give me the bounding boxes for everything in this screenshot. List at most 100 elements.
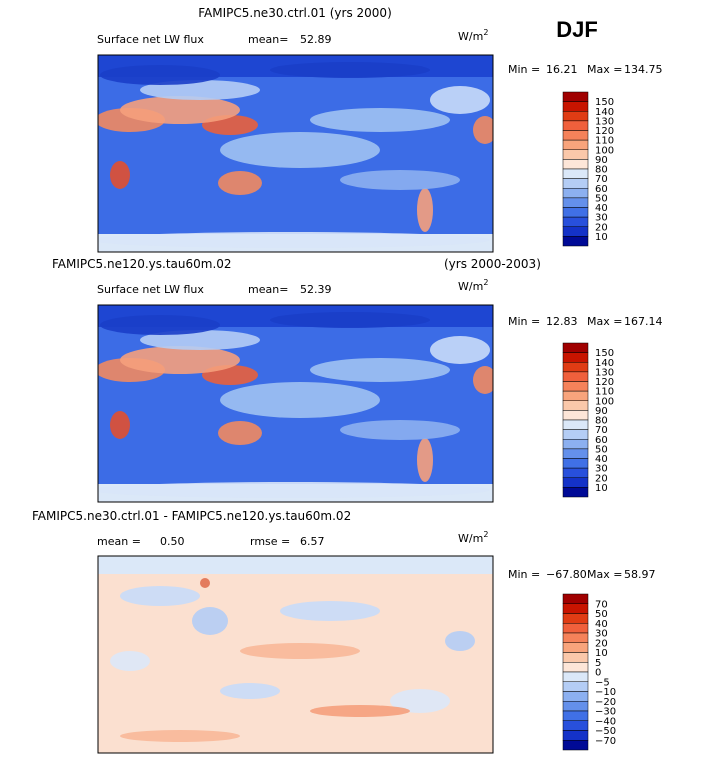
colorbar-box xyxy=(562,613,589,624)
colorbar-label: 50 xyxy=(595,444,608,455)
colorbar-label: 70 xyxy=(595,425,608,436)
field-patch xyxy=(98,232,490,248)
field-patch xyxy=(100,65,220,85)
colorbar-label: 80 xyxy=(595,416,608,427)
units: W/m2 xyxy=(458,278,488,293)
colorbar-box xyxy=(562,671,589,682)
mean-label: mean= xyxy=(248,33,288,46)
colorbar-label: −5 xyxy=(595,677,610,688)
colorbar-box xyxy=(562,371,589,382)
colorbar-box xyxy=(562,429,589,440)
max-value: 167.14 xyxy=(624,315,663,328)
colorbar-box xyxy=(562,149,589,160)
field-patch xyxy=(220,382,380,418)
colorbar-label: 140 xyxy=(595,358,614,369)
colorbar-label: 10 xyxy=(595,648,608,659)
colorbar-box xyxy=(562,352,589,363)
min-label: Min = xyxy=(508,63,540,76)
colorbar-box xyxy=(562,439,589,450)
field-patch xyxy=(430,336,490,364)
field-patch xyxy=(110,411,130,439)
colorbar-label: 70 xyxy=(595,174,608,185)
colorbar-label: 50 xyxy=(595,609,608,620)
colorbar-box xyxy=(562,662,589,673)
colorbar-box xyxy=(562,168,589,179)
field-patch xyxy=(240,643,360,659)
field-patch xyxy=(270,62,430,78)
colorbar-box xyxy=(562,216,589,227)
colorbar-label: 100 xyxy=(595,396,614,407)
field-patch xyxy=(310,705,410,717)
colorbar-label: 10 xyxy=(595,483,608,494)
units-sup: 2 xyxy=(483,530,488,539)
panel-title: FAMIPC5.ne120.ys.tau60m.02 xyxy=(52,257,232,271)
colorbar-label: 30 xyxy=(595,213,608,224)
colorbar-box xyxy=(562,603,589,614)
colorbar-label: 150 xyxy=(595,348,614,359)
colorbar-label: −10 xyxy=(595,687,616,698)
colorbar-label: −50 xyxy=(595,726,616,737)
field-patch xyxy=(110,651,150,671)
colorbar-box xyxy=(562,91,589,102)
colorbar-box xyxy=(562,101,589,112)
colorbar-box xyxy=(562,467,589,478)
colorbar-box xyxy=(562,730,589,741)
field-patch xyxy=(100,315,220,335)
colorbar-box xyxy=(562,381,589,392)
colorbar-box xyxy=(562,188,589,199)
mean-value: 52.89 xyxy=(300,33,332,46)
field-patch xyxy=(120,96,240,124)
colorbar-box xyxy=(562,710,589,721)
colorbar-box xyxy=(562,130,589,141)
colorbar-box xyxy=(562,691,589,702)
colorbar-label: 130 xyxy=(595,367,614,378)
colorbar-label: 90 xyxy=(595,155,608,166)
colorbar-label: 0 xyxy=(595,668,601,679)
field-patch xyxy=(310,358,450,382)
field-patch xyxy=(140,330,260,350)
min-value: 12.83 xyxy=(546,315,578,328)
colorbar-box xyxy=(562,159,589,170)
mean-value: 0.50 xyxy=(160,535,185,548)
colorbar-label: 70 xyxy=(595,599,608,610)
map-field xyxy=(98,55,493,252)
map-field xyxy=(98,556,493,753)
field-patch xyxy=(310,108,450,132)
field-patch xyxy=(430,86,490,114)
colorbar-label: 20 xyxy=(595,473,608,484)
colorbar-box xyxy=(562,632,589,643)
colorbar-label: 20 xyxy=(595,638,608,649)
min-value: −67.80 xyxy=(546,568,587,581)
mean-label: mean= xyxy=(248,283,288,296)
field-patch xyxy=(473,366,493,394)
field-patch xyxy=(340,420,460,440)
colorbar-box xyxy=(562,236,589,247)
colorbar-box xyxy=(562,139,589,150)
max-value: 134.75 xyxy=(624,63,663,76)
field-patch xyxy=(340,170,460,190)
colorbar-box xyxy=(562,448,589,459)
colorbar-label: −20 xyxy=(595,697,616,708)
field-patch xyxy=(473,116,493,144)
colorbar-box xyxy=(562,458,589,469)
colorbar-box xyxy=(562,120,589,131)
colorbar-label: 120 xyxy=(595,126,614,137)
max-label: Max = xyxy=(587,568,622,581)
colorbar-label: 130 xyxy=(595,116,614,127)
colorbar-label: 30 xyxy=(595,629,608,640)
mean-label: mean = xyxy=(97,535,141,548)
colorbar-box xyxy=(562,362,589,373)
field-patch xyxy=(110,161,130,189)
field-patch xyxy=(220,683,280,699)
colorbar-label: −70 xyxy=(595,736,616,747)
colorbar-label: 30 xyxy=(595,464,608,475)
field-patch xyxy=(192,607,228,635)
colorbar-box xyxy=(562,681,589,692)
colorbar-label: 110 xyxy=(595,136,614,147)
colorbar-box xyxy=(562,178,589,189)
colorbar-label: 50 xyxy=(595,193,608,204)
rmse-label: rmse = xyxy=(250,535,290,548)
units: W/m2 xyxy=(458,28,488,43)
map-frame xyxy=(97,555,494,754)
